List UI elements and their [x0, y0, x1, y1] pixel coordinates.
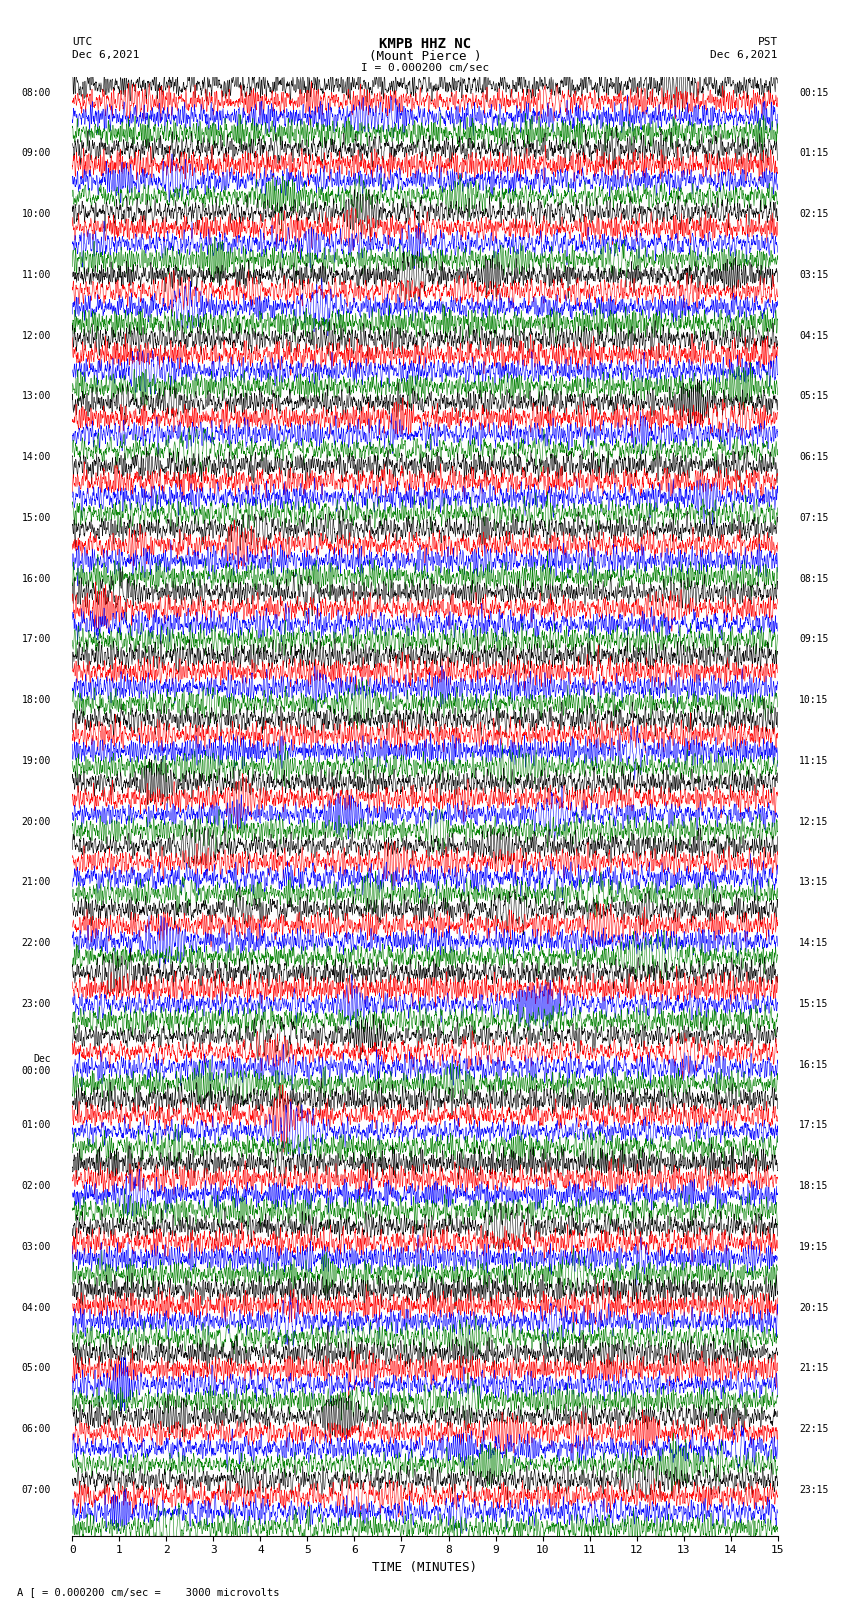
Text: 00:15: 00:15 [799, 87, 828, 98]
Text: 15:15: 15:15 [799, 998, 828, 1010]
Text: 12:00: 12:00 [22, 331, 51, 340]
Text: 05:00: 05:00 [22, 1363, 51, 1374]
Text: A [ = 0.000200 cm/sec =    3000 microvolts: A [ = 0.000200 cm/sec = 3000 microvolts [17, 1587, 280, 1597]
Text: 23:15: 23:15 [799, 1486, 828, 1495]
Text: 04:15: 04:15 [799, 331, 828, 340]
Text: 02:15: 02:15 [799, 210, 828, 219]
Text: 18:15: 18:15 [799, 1181, 828, 1192]
Text: 13:15: 13:15 [799, 877, 828, 887]
Text: 02:00: 02:00 [22, 1181, 51, 1192]
Text: 06:15: 06:15 [799, 452, 828, 463]
Text: Dec 6,2021: Dec 6,2021 [72, 50, 139, 60]
Text: 10:00: 10:00 [22, 210, 51, 219]
Text: 01:00: 01:00 [22, 1121, 51, 1131]
Text: UTC: UTC [72, 37, 93, 47]
Text: 03:00: 03:00 [22, 1242, 51, 1252]
Text: 08:15: 08:15 [799, 574, 828, 584]
Text: 20:00: 20:00 [22, 816, 51, 827]
Text: 16:00: 16:00 [22, 574, 51, 584]
Text: 19:15: 19:15 [799, 1242, 828, 1252]
Text: 01:15: 01:15 [799, 148, 828, 158]
Text: 14:15: 14:15 [799, 939, 828, 948]
Text: 21:00: 21:00 [22, 877, 51, 887]
Text: 18:00: 18:00 [22, 695, 51, 705]
Text: 14:00: 14:00 [22, 452, 51, 463]
Text: 17:15: 17:15 [799, 1121, 828, 1131]
Text: PST: PST [757, 37, 778, 47]
Text: 09:15: 09:15 [799, 634, 828, 645]
X-axis label: TIME (MINUTES): TIME (MINUTES) [372, 1561, 478, 1574]
Text: 20:15: 20:15 [799, 1303, 828, 1313]
Text: 19:00: 19:00 [22, 756, 51, 766]
Text: I = 0.000200 cm/sec: I = 0.000200 cm/sec [361, 63, 489, 73]
Text: 15:00: 15:00 [22, 513, 51, 523]
Text: 04:00: 04:00 [22, 1303, 51, 1313]
Text: 07:15: 07:15 [799, 513, 828, 523]
Text: 09:00: 09:00 [22, 148, 51, 158]
Text: 06:00: 06:00 [22, 1424, 51, 1434]
Text: 22:00: 22:00 [22, 939, 51, 948]
Text: KMPB HHZ NC: KMPB HHZ NC [379, 37, 471, 52]
Text: 12:15: 12:15 [799, 816, 828, 827]
Text: Dec
00:00: Dec 00:00 [22, 1053, 51, 1076]
Text: 07:00: 07:00 [22, 1486, 51, 1495]
Text: 11:15: 11:15 [799, 756, 828, 766]
Text: 17:00: 17:00 [22, 634, 51, 645]
Text: 08:00: 08:00 [22, 87, 51, 98]
Text: 22:15: 22:15 [799, 1424, 828, 1434]
Text: 11:00: 11:00 [22, 269, 51, 281]
Text: 16:15: 16:15 [799, 1060, 828, 1069]
Text: (Mount Pierce ): (Mount Pierce ) [369, 50, 481, 63]
Text: 05:15: 05:15 [799, 392, 828, 402]
Text: 10:15: 10:15 [799, 695, 828, 705]
Text: 03:15: 03:15 [799, 269, 828, 281]
Text: Dec 6,2021: Dec 6,2021 [711, 50, 778, 60]
Text: 21:15: 21:15 [799, 1363, 828, 1374]
Text: 23:00: 23:00 [22, 998, 51, 1010]
Text: 13:00: 13:00 [22, 392, 51, 402]
